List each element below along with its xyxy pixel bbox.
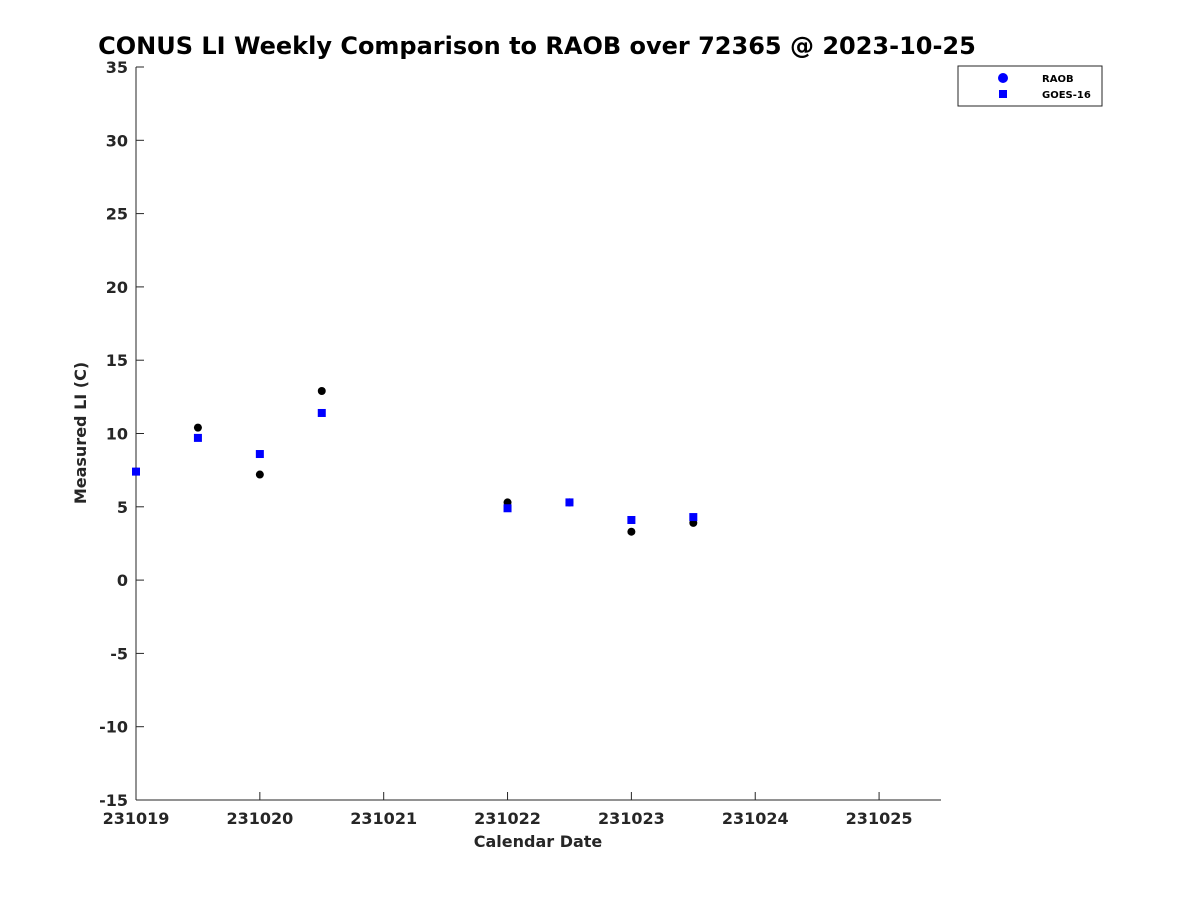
x-tick-label: 231022 (474, 809, 541, 828)
x-tick-label: 231020 (226, 809, 293, 828)
series-goes-16 (132, 408, 698, 524)
goes-point (255, 450, 264, 459)
y-tick-label: 20 (106, 278, 128, 297)
y-tick-label: 35 (106, 58, 128, 77)
goes-point (193, 433, 202, 442)
data-marks (132, 386, 698, 536)
axes: -15 -10 -5 0 5 10 15 20 25 30 35 231019 231020 231021… (99, 58, 941, 828)
y-tick-label: -10 (99, 718, 128, 737)
y-tick-label: -5 (110, 644, 128, 663)
y-tick-label: 25 (106, 205, 128, 224)
legend-box (957, 65, 1103, 107)
x-tick-label: 231021 (350, 809, 417, 828)
y-tick-label: 0 (117, 571, 128, 590)
goes-point (317, 408, 326, 417)
y-tick-label: 30 (106, 131, 128, 150)
chart-title: CONUS LI Weekly Comparison to RAOB over … (98, 32, 976, 60)
x-axis-label: Calendar Date (474, 832, 603, 851)
x-tick-label: 231024 (722, 809, 789, 828)
goes-point (565, 498, 574, 507)
x-tick-label: 231019 (103, 809, 170, 828)
raob-point (317, 386, 326, 395)
legend-marker-goes (999, 90, 1007, 98)
x-tick-label: 231023 (598, 809, 665, 828)
y-tick-label: 5 (117, 498, 128, 517)
goes-point (503, 504, 512, 513)
series-raob (132, 386, 698, 536)
x-tick-label: 231025 (846, 809, 913, 828)
y-tick-label: 10 (106, 425, 128, 444)
goes-point (689, 513, 698, 522)
goes-point (627, 515, 636, 524)
raob-point (193, 423, 202, 432)
legend-marker-raob (998, 73, 1008, 83)
legend-label: GOES-16 (1042, 90, 1091, 101)
legend: RAOB GOES-16 (957, 65, 1103, 107)
y-axis-label: Measured LI (C) (71, 362, 90, 504)
legend-label: RAOB (1042, 74, 1074, 85)
y-tick-label: -15 (99, 791, 128, 810)
raob-point (255, 470, 264, 479)
goes-point (132, 467, 140, 476)
raob-point (627, 527, 636, 536)
y-tick-label: 15 (106, 351, 128, 370)
